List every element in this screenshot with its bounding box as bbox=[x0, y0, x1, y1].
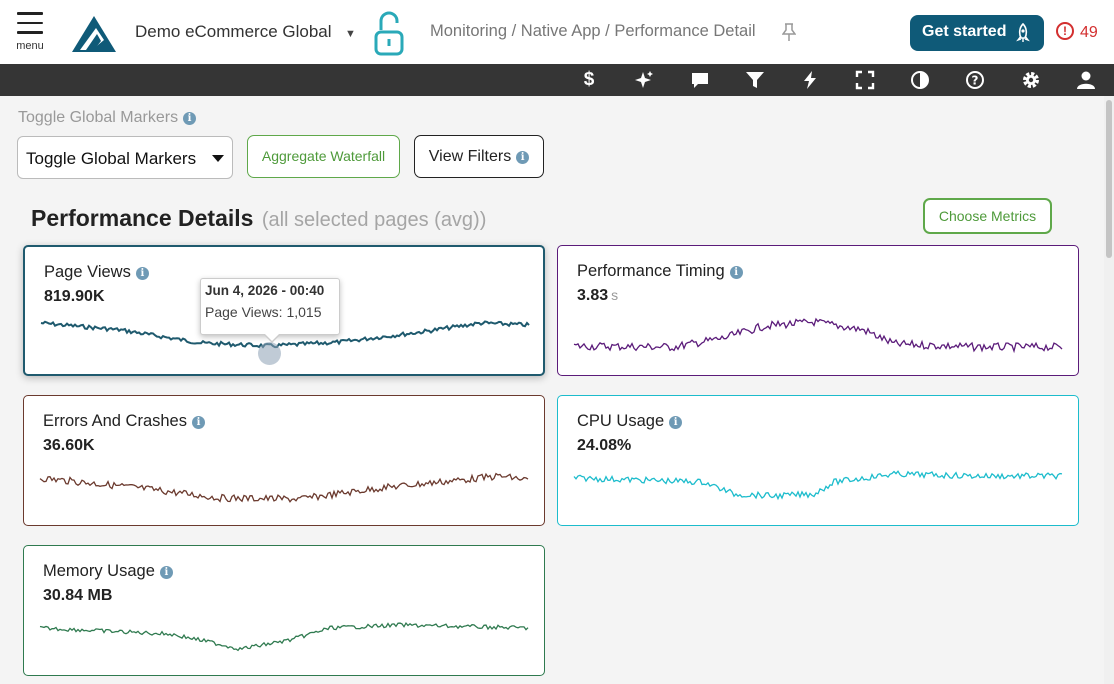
get-started-button[interactable]: Get started bbox=[910, 15, 1044, 51]
view-filters-label: View Filters bbox=[428, 148, 512, 165]
info-icon[interactable]: i bbox=[729, 266, 743, 279]
toggle-markers-heading-text: Toggle Global Markers bbox=[18, 109, 179, 126]
card-title: Memory Usage i bbox=[43, 562, 173, 581]
card-title: CPU Usage i bbox=[577, 412, 683, 431]
get-started-label: Get started bbox=[922, 23, 1007, 40]
sparkline-chart[interactable] bbox=[573, 314, 1063, 364]
menu-icon-bar bbox=[17, 31, 43, 34]
card-title-text: CPU Usage bbox=[577, 412, 665, 430]
unlock-icon[interactable] bbox=[372, 10, 406, 56]
app-selector[interactable]: Demo eCommerce Global bbox=[135, 22, 332, 41]
menu-icon bbox=[17, 12, 43, 15]
menu-icon-bar bbox=[17, 21, 43, 24]
card-title: Performance Timing i bbox=[577, 262, 743, 281]
info-icon[interactable]: i bbox=[191, 416, 205, 429]
card-value-number: 3.83 bbox=[577, 287, 609, 304]
filter-icon[interactable] bbox=[744, 70, 766, 92]
sparkline-path bbox=[573, 317, 1063, 354]
info-icon: i bbox=[516, 151, 530, 164]
gear-icon[interactable] bbox=[1020, 70, 1042, 92]
sparkline-chart[interactable] bbox=[39, 464, 529, 514]
info-icon[interactable]: i bbox=[183, 112, 197, 125]
menu-label: menu bbox=[16, 39, 44, 52]
sparkline-path bbox=[39, 472, 529, 503]
sparkline-path bbox=[39, 621, 529, 652]
toggle-markers-select-value: Toggle Global Markers bbox=[26, 149, 197, 168]
toggle-markers-select[interactable]: Toggle Global Markers bbox=[17, 136, 233, 179]
sparkline-path bbox=[40, 320, 530, 349]
info-icon[interactable]: i bbox=[669, 416, 683, 429]
tooltip-arrow bbox=[263, 333, 281, 343]
tooltip-date: Jun 4, 2026 - 00:40 bbox=[205, 283, 325, 298]
card-title: Page Views i bbox=[44, 263, 149, 282]
rocket-icon bbox=[1016, 23, 1030, 42]
info-icon[interactable]: i bbox=[159, 566, 173, 579]
toggle-markers-heading: Toggle Global Markers i bbox=[18, 109, 197, 127]
section-title-text: Performance Details bbox=[31, 205, 254, 231]
metric-card-performance-timing[interactable]: Performance Timing i 3.83 s bbox=[557, 245, 1079, 376]
metric-card-memory-usage[interactable]: Memory Usage i 30.84 MB bbox=[23, 545, 545, 676]
tooltip-value: Page Views: 1,015 bbox=[205, 304, 322, 320]
user-icon[interactable] bbox=[1075, 70, 1097, 92]
card-value-unit: s bbox=[611, 287, 619, 303]
card-value: 819.90K bbox=[44, 288, 105, 305]
alerts-indicator[interactable]: ! 49 bbox=[1056, 22, 1098, 42]
metric-card-cpu-usage[interactable]: CPU Usage i 24.08% bbox=[557, 395, 1079, 526]
pin-icon[interactable] bbox=[782, 23, 796, 41]
fullscreen-icon[interactable] bbox=[854, 70, 876, 92]
lightning-icon[interactable] bbox=[799, 70, 821, 92]
card-value: 30.84 MB bbox=[43, 587, 113, 604]
sparkles-icon[interactable] bbox=[633, 70, 655, 92]
toolbar: $ ? bbox=[0, 64, 1114, 96]
card-value: 24.08% bbox=[577, 437, 632, 454]
sparkline-path bbox=[573, 470, 1063, 501]
scroll-thumb[interactable] bbox=[1106, 100, 1112, 258]
chat-icon[interactable] bbox=[689, 70, 711, 92]
dollar-icon[interactable]: $ bbox=[583, 69, 595, 90]
chart-tooltip: Jun 4, 2026 - 00:40 Page Views: 1,015 bbox=[200, 278, 340, 343]
section-subtitle: (all selected pages (avg)) bbox=[261, 209, 487, 231]
brand-logo[interactable] bbox=[72, 14, 116, 54]
breadcrumb: Monitoring / Native App / Performance De… bbox=[430, 22, 756, 40]
section-title: Performance Details (all selected pages … bbox=[31, 205, 486, 232]
help-icon[interactable]: ? bbox=[964, 70, 986, 92]
caret-down-icon bbox=[212, 155, 224, 162]
contrast-icon[interactable] bbox=[909, 70, 931, 92]
aggregate-waterfall-button[interactable]: Aggregate Waterfall bbox=[247, 135, 400, 178]
chevron-down-icon[interactable]: ▼ bbox=[345, 28, 356, 40]
alert-count: 49 bbox=[1080, 24, 1098, 41]
info-icon[interactable]: i bbox=[135, 267, 149, 280]
card-title-text: Page Views bbox=[44, 263, 131, 281]
card-title-text: Memory Usage bbox=[43, 562, 155, 580]
metric-card-errors-and-crashes[interactable]: Errors And Crashes i 36.60K bbox=[23, 395, 545, 526]
sparkline-chart[interactable] bbox=[39, 614, 529, 664]
card-title: Errors And Crashes i bbox=[43, 412, 205, 431]
top-header: menu Demo eCommerce Global ▼ Monitoring … bbox=[0, 0, 1114, 64]
card-title-text: Performance Timing bbox=[577, 262, 725, 280]
card-value: 36.60K bbox=[43, 437, 95, 454]
sparkline-chart[interactable] bbox=[40, 315, 530, 365]
sparkline-chart[interactable] bbox=[573, 464, 1063, 514]
card-title-text: Errors And Crashes bbox=[43, 412, 187, 430]
view-filters-button[interactable]: View Filters i bbox=[414, 135, 544, 178]
svg-text:?: ? bbox=[972, 74, 979, 88]
hover-marker bbox=[258, 342, 281, 365]
choose-metrics-button[interactable]: Choose Metrics bbox=[923, 198, 1052, 234]
card-value: 3.83 s bbox=[577, 287, 618, 305]
alert-icon: ! bbox=[1056, 22, 1074, 40]
page-scrollbar[interactable] bbox=[1104, 96, 1114, 684]
menu-button[interactable]: menu bbox=[10, 12, 50, 60]
